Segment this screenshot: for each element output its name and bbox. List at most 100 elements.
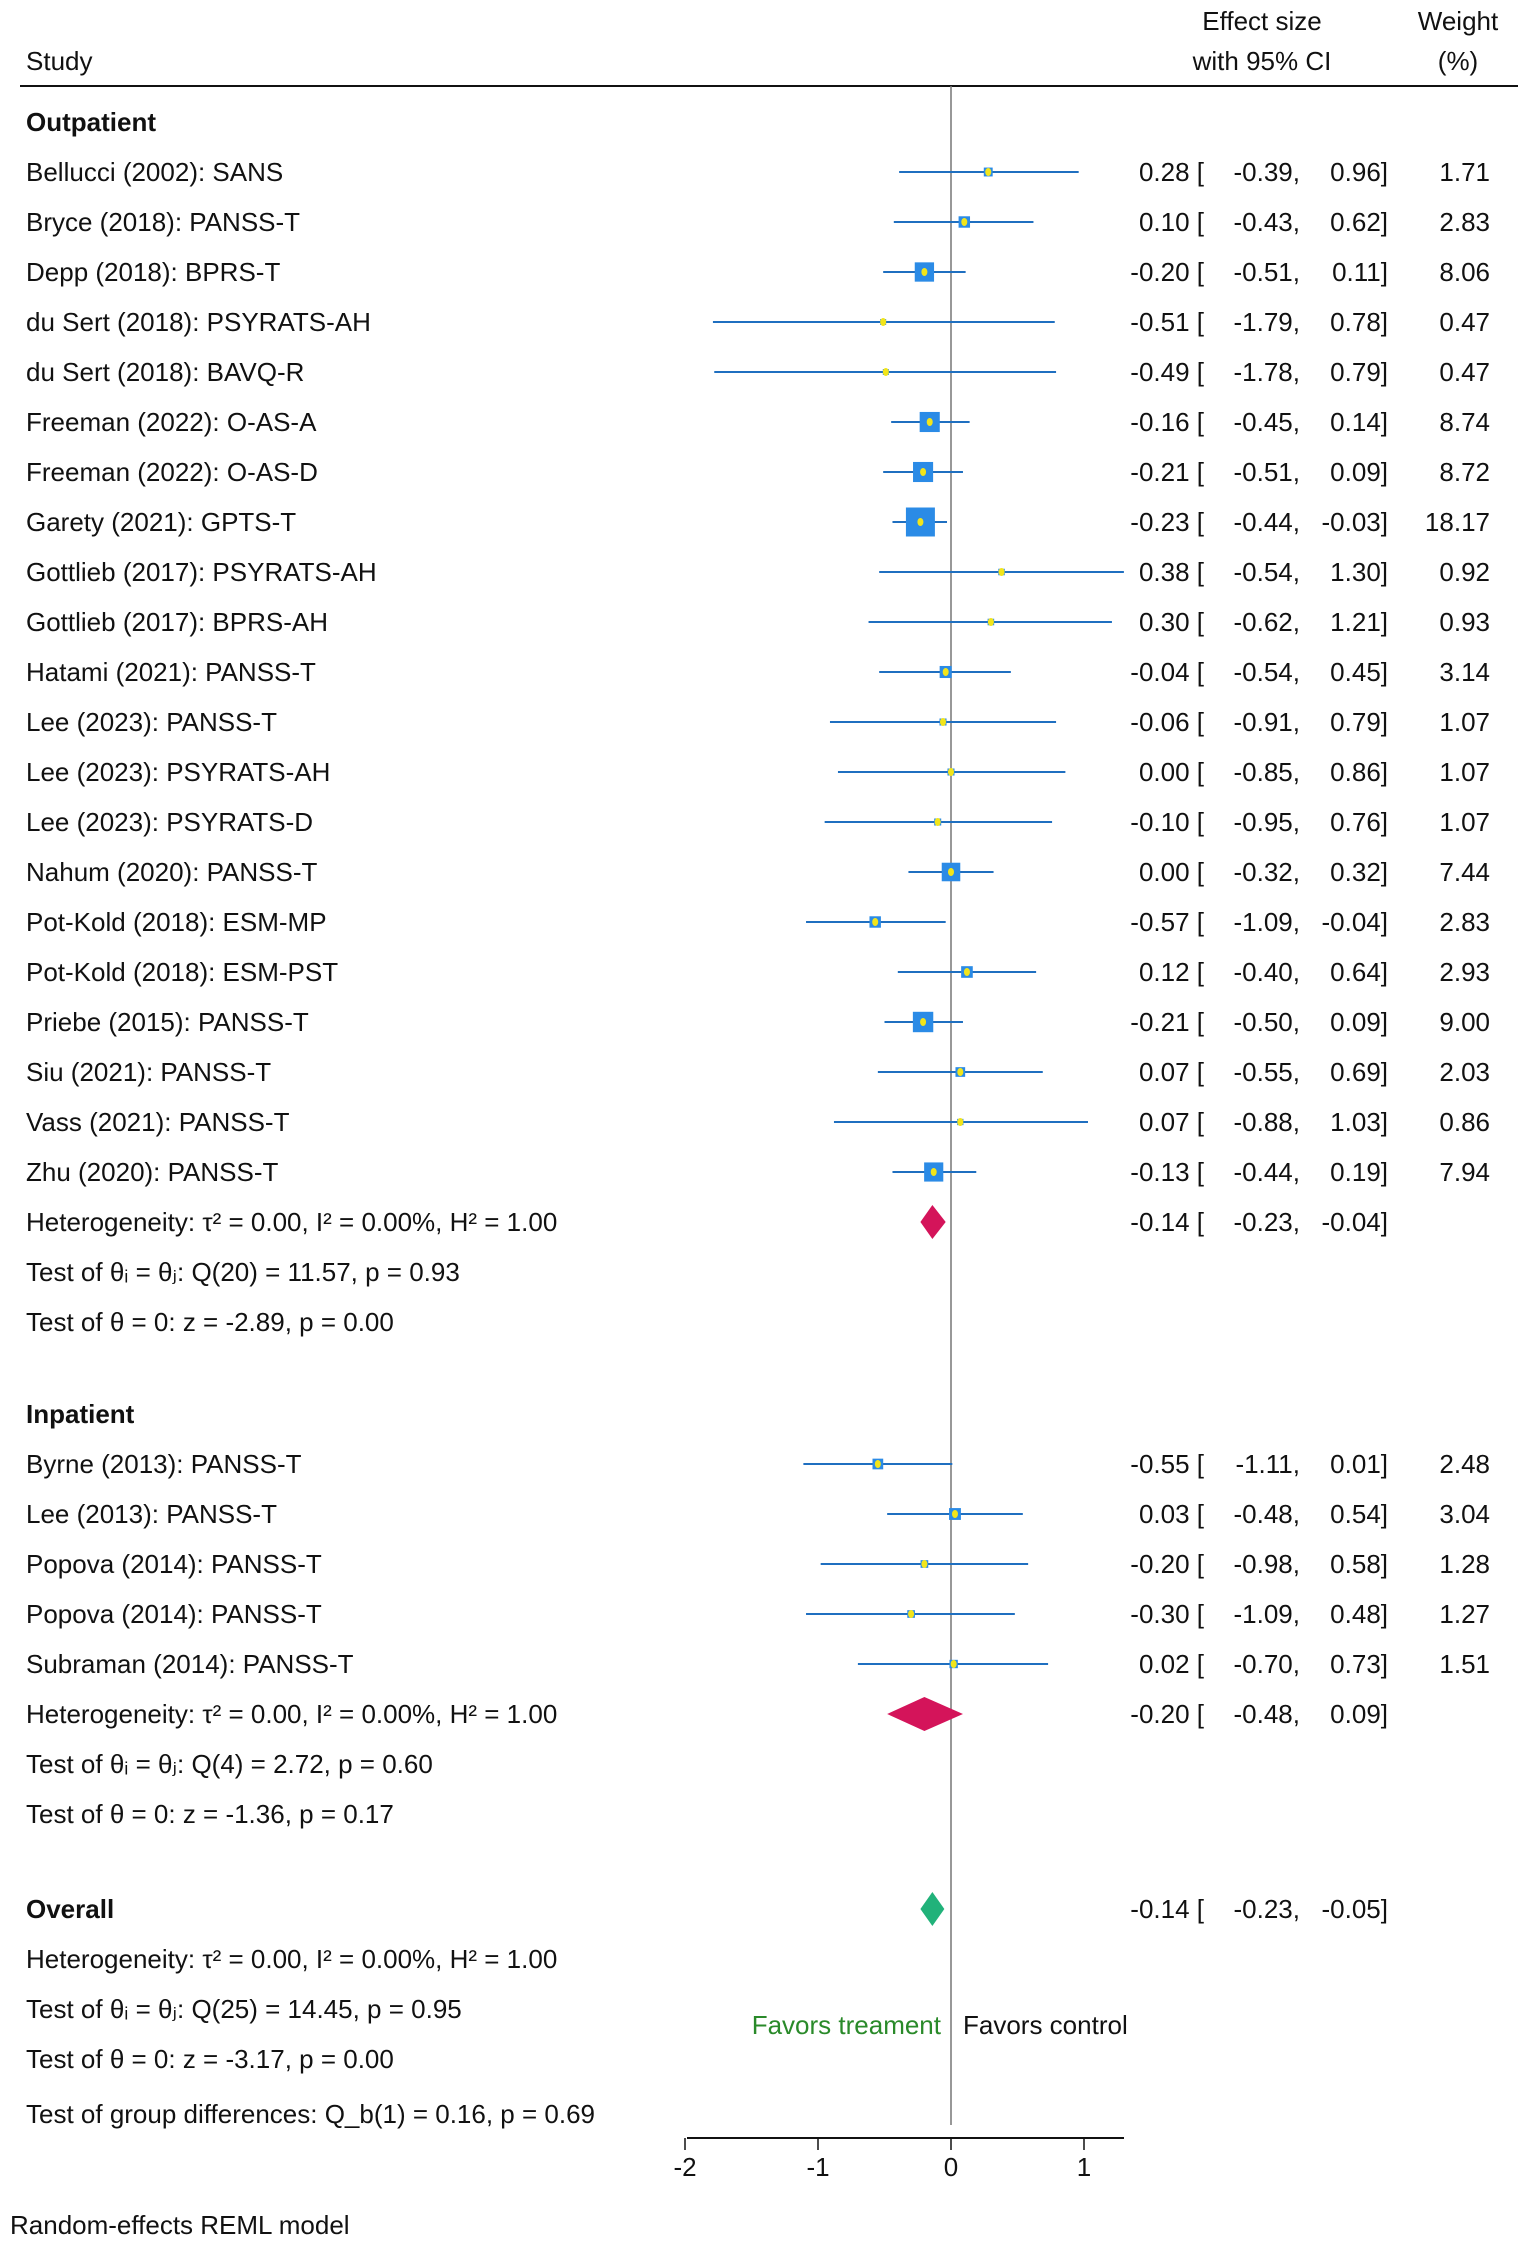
header-weight-unit: (%) — [1438, 46, 1478, 76]
study-ci-lower: -0.85, — [1234, 757, 1301, 787]
point-estimate — [942, 668, 949, 676]
study-ci-estimate: -0.30 [ — [1130, 1599, 1204, 1629]
study-label: du Sert (2018): BAVQ-R — [26, 357, 304, 387]
study-ci-upper: 0.14] — [1330, 407, 1388, 437]
study-weight: 1.07 — [1439, 757, 1490, 787]
study-ci-estimate: 0.07 [ — [1139, 1057, 1205, 1087]
study-ci-lower: -0.50, — [1234, 1007, 1301, 1037]
point-estimate — [985, 168, 992, 176]
study-weight: 9.00 — [1439, 1007, 1490, 1037]
study-ci-estimate: -0.57 [ — [1130, 907, 1204, 937]
study-ci-upper: 0.69] — [1330, 1057, 1388, 1087]
study-ci-estimate: 0.28 [ — [1139, 157, 1205, 187]
point-estimate — [963, 968, 970, 976]
overall-ci-estimate: -0.14 [ — [1130, 1894, 1204, 1924]
study-weight: 1.07 — [1439, 807, 1490, 837]
study-ci-estimate: -0.13 [ — [1130, 1157, 1204, 1187]
group-difference-test: Test of group differences: Q_b(1) = 0.16… — [26, 2099, 595, 2129]
study-label: du Sert (2018): PSYRATS-AH — [26, 307, 371, 337]
study-label: Gottlieb (2017): BPRS-AH — [26, 607, 328, 637]
study-ci-estimate: -0.16 [ — [1130, 407, 1204, 437]
study-ci-estimate: -0.21 [ — [1130, 1007, 1204, 1037]
study-ci-lower: -0.54, — [1234, 557, 1301, 587]
overall-stat: Test of θᵢ = θⱼ: Q(25) = 14.45, p = 0.95 — [26, 1994, 462, 2024]
study-ci-upper: 0.76] — [1330, 807, 1388, 837]
study-weight: 2.03 — [1439, 1057, 1490, 1087]
study-ci-upper: 0.79] — [1330, 707, 1388, 737]
subgroup-stat: Test of θᵢ = θⱼ: Q(4) = 2.72, p = 0.60 — [26, 1749, 433, 1779]
favors-control-label: Favors control — [963, 2010, 1128, 2040]
subgroup-diamond — [920, 1205, 946, 1239]
subgroup-ci-estimate: -0.14 [ — [1130, 1207, 1204, 1237]
study-ci-estimate: 0.10 [ — [1139, 207, 1205, 237]
overall-ci-upper: -0.05] — [1322, 1894, 1389, 1924]
subgroup-stat: Heterogeneity: τ² = 0.00, I² = 0.00%, H²… — [26, 1699, 557, 1729]
study-ci-lower: -0.43, — [1234, 207, 1301, 237]
overall-heading: Overall — [26, 1894, 114, 1924]
study-ci-estimate: 0.30 [ — [1139, 607, 1205, 637]
study-ci-upper: 0.11] — [1332, 257, 1388, 287]
study-ci-upper: 1.30] — [1330, 557, 1388, 587]
study-ci-lower: -0.51, — [1234, 257, 1301, 287]
study-ci-estimate: -0.21 [ — [1130, 457, 1204, 487]
study-ci-upper: 0.96] — [1330, 157, 1388, 187]
point-estimate — [874, 1460, 881, 1468]
study-weight: 1.07 — [1439, 707, 1490, 737]
study-ci-estimate: 0.03 [ — [1139, 1499, 1205, 1529]
study-label: Byrne (2013): PANSS-T — [26, 1449, 302, 1479]
study-label: Lee (2023): PSYRATS-AH — [26, 757, 330, 787]
study-ci-upper: 0.73] — [1330, 1649, 1388, 1679]
x-tick-label: -2 — [673, 2152, 696, 2182]
point-estimate — [940, 718, 947, 726]
study-ci-lower: -0.98, — [1234, 1549, 1301, 1579]
study-ci-estimate: -0.04 [ — [1130, 657, 1204, 687]
study-label: Siu (2021): PANSS-T — [26, 1057, 271, 1087]
point-estimate — [920, 1018, 927, 1026]
subgroup-ci-upper: 0.09] — [1330, 1699, 1388, 1729]
study-ci-upper: 1.21] — [1330, 607, 1388, 637]
study-ci-lower: -0.32, — [1234, 857, 1301, 887]
study-ci-estimate: 0.00 [ — [1139, 757, 1205, 787]
study-ci-upper: 0.45] — [1330, 657, 1388, 687]
subgroup-ci-estimate: -0.20 [ — [1130, 1699, 1204, 1729]
study-ci-estimate: -0.51 [ — [1130, 307, 1204, 337]
study-ci-lower: -1.78, — [1234, 357, 1301, 387]
favors-treatment-label: Favors treament — [752, 2010, 942, 2040]
study-weight: 8.72 — [1439, 457, 1490, 487]
subgroup-stat: Test of θᵢ = θⱼ: Q(20) = 11.57, p = 0.93 — [26, 1257, 460, 1287]
point-estimate — [950, 1660, 957, 1668]
study-label: Garety (2021): GPTS-T — [26, 507, 296, 537]
study-ci-estimate: 0.12 [ — [1139, 957, 1205, 987]
study-ci-lower: -0.44, — [1234, 507, 1301, 537]
study-ci-lower: -0.62, — [1234, 607, 1301, 637]
study-ci-upper: 0.79] — [1330, 357, 1388, 387]
study-label: Bellucci (2002): SANS — [26, 157, 283, 187]
header-weight: Weight — [1418, 6, 1499, 36]
point-estimate — [957, 1068, 964, 1076]
study-label: Lee (2023): PANSS-T — [26, 707, 277, 737]
subgroup-stat: Heterogeneity: τ² = 0.00, I² = 0.00%, H²… — [26, 1207, 557, 1237]
point-estimate — [948, 768, 954, 776]
study-label: Hatami (2021): PANSS-T — [26, 657, 316, 687]
subgroup-diamond — [887, 1697, 963, 1731]
study-label: Freeman (2022): O-AS-A — [26, 407, 317, 437]
point-estimate — [921, 1560, 928, 1568]
study-weight: 0.47 — [1439, 307, 1490, 337]
study-ci-upper: 0.09] — [1330, 1007, 1388, 1037]
study-ci-upper: 0.19] — [1330, 1157, 1388, 1187]
point-estimate — [948, 868, 954, 876]
study-ci-lower: -0.55, — [1234, 1057, 1301, 1087]
study-ci-lower: -0.48, — [1234, 1499, 1301, 1529]
study-ci-upper: 0.48] — [1330, 1599, 1388, 1629]
point-estimate — [934, 818, 941, 826]
point-estimate — [987, 618, 994, 626]
study-ci-estimate: -0.10 [ — [1130, 807, 1204, 837]
study-ci-lower: -0.70, — [1234, 1649, 1301, 1679]
header-study: Study — [26, 46, 93, 76]
study-weight: 7.44 — [1439, 857, 1490, 887]
study-weight: 0.86 — [1439, 1107, 1490, 1137]
study-ci-upper: 0.86] — [1330, 757, 1388, 787]
study-weight: 18.17 — [1425, 507, 1490, 537]
study-ci-lower: -0.51, — [1234, 457, 1301, 487]
